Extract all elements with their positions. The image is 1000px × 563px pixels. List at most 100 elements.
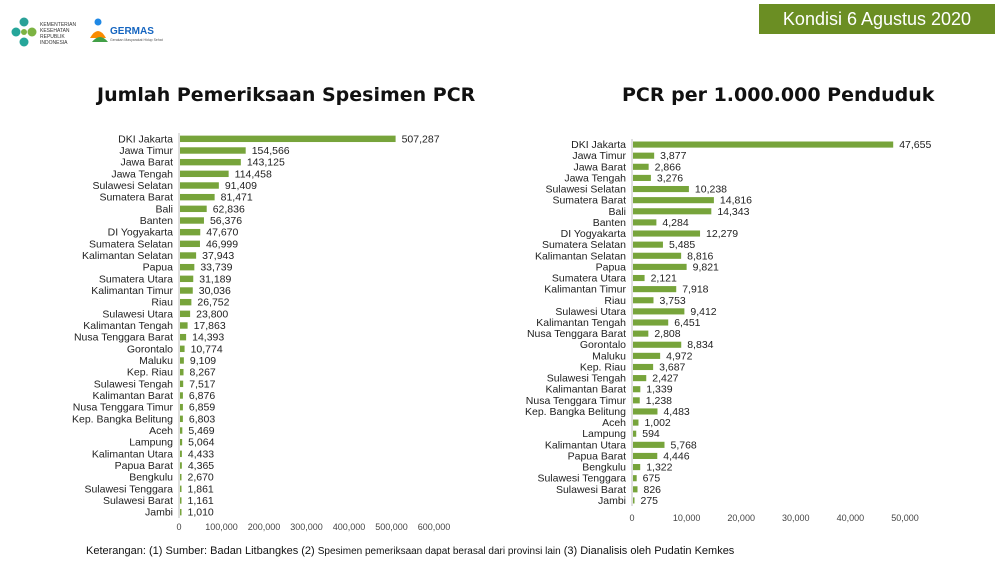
bar xyxy=(633,363,654,371)
bar xyxy=(633,497,635,504)
right-chart: DKI Jakarta 47,655 Jawa Timur 3,877 Jawa Bar… xyxy=(525,139,931,523)
category-label: Papua Barat xyxy=(568,450,626,462)
bar xyxy=(633,330,649,337)
x-tick-label: 20,000 xyxy=(727,513,755,523)
data-label: 14,343 xyxy=(717,206,749,218)
bar xyxy=(180,240,200,248)
bar xyxy=(180,170,229,178)
x-tick-label: 400,000 xyxy=(333,522,366,532)
bar xyxy=(180,392,183,399)
bar xyxy=(633,230,701,237)
data-label: 4,446 xyxy=(663,450,689,462)
data-label: 2,808 xyxy=(654,328,680,340)
bar xyxy=(180,228,201,236)
category-label: Kep. Riau xyxy=(127,367,173,379)
category-label: Jawa Tengah xyxy=(111,168,173,180)
category-label: Lampung xyxy=(129,437,173,449)
germas-text: GERMAS xyxy=(110,26,154,37)
data-label: 154,566 xyxy=(252,145,290,157)
bar xyxy=(633,263,687,270)
data-label: 1,322 xyxy=(646,462,672,474)
left-chart-title: Jumlah Pemeriksaan Spesimen PCR xyxy=(97,84,476,106)
date-badge: Kondisi 6 Agustus 2020 xyxy=(759,4,995,34)
category-label: Maluku xyxy=(139,355,173,367)
data-label: 2,427 xyxy=(652,373,678,385)
category-label: Papua xyxy=(596,261,627,273)
category-label: Aceh xyxy=(149,425,173,437)
data-label: 56,376 xyxy=(210,215,242,227)
bar xyxy=(180,368,184,376)
data-label: 1,161 xyxy=(188,495,214,507)
category-label: Kalimantan Barat xyxy=(545,384,626,396)
bar xyxy=(633,452,658,460)
bar xyxy=(180,158,241,166)
data-label: 675 xyxy=(643,473,661,485)
data-label: 9,109 xyxy=(190,355,216,367)
bar xyxy=(633,319,669,326)
bar xyxy=(180,438,183,446)
data-label: 4,365 xyxy=(188,460,214,472)
category-label: Sulawesi Tengah xyxy=(94,378,173,390)
bar xyxy=(180,252,197,259)
bar xyxy=(180,322,188,329)
category-label: Sulawesi Tenggara xyxy=(84,483,173,495)
category-label: Kalimantan Utara xyxy=(92,448,173,460)
bar xyxy=(180,415,183,423)
x-tick-label: 200,000 xyxy=(248,522,281,532)
data-label: 7,517 xyxy=(189,378,215,390)
category-label: Jambi xyxy=(145,507,173,519)
data-label: 1,238 xyxy=(646,395,672,407)
bar xyxy=(633,486,638,493)
data-label: 31,189 xyxy=(199,273,231,285)
category-label: Jawa Timur xyxy=(119,145,173,157)
bar xyxy=(180,263,195,271)
data-label: 5,768 xyxy=(670,439,696,451)
data-label: 4,433 xyxy=(188,448,214,460)
category-label: Banten xyxy=(140,215,173,227)
category-label: Papua Barat xyxy=(115,460,173,472)
category-label: Nusa Tenggara Barat xyxy=(74,332,173,344)
bar xyxy=(180,345,185,353)
category-label: Kalimantan Timur xyxy=(91,285,173,297)
bar xyxy=(180,205,207,213)
category-label: Riau xyxy=(604,295,626,307)
data-label: 4,483 xyxy=(663,406,689,418)
category-label: Nusa Tenggara Timur xyxy=(526,395,627,407)
data-label: 143,125 xyxy=(247,157,285,169)
data-label: 30,036 xyxy=(199,285,231,297)
bar xyxy=(633,419,639,426)
category-label: Kalimantan Barat xyxy=(92,390,173,402)
bar xyxy=(633,241,663,248)
category-label: Sumatera Selatan xyxy=(542,239,626,251)
bar xyxy=(633,163,649,170)
bar xyxy=(180,193,215,201)
category-label: Nusa Tenggara Barat xyxy=(527,328,626,340)
bar xyxy=(633,430,637,437)
category-label: Sumatera Selatan xyxy=(89,238,173,250)
data-label: 6,451 xyxy=(674,317,700,329)
data-label: 62,836 xyxy=(213,203,245,215)
bar xyxy=(633,341,682,348)
data-label: 8,834 xyxy=(687,339,713,351)
x-tick-label: 100,000 xyxy=(205,522,238,532)
category-label: Sulawesi Barat xyxy=(556,484,626,496)
category-label: Sumatera Utara xyxy=(552,273,626,285)
data-label: 6,859 xyxy=(189,402,215,414)
bar xyxy=(180,298,192,306)
data-label: 5,485 xyxy=(669,239,695,251)
x-tick-label: 300,000 xyxy=(290,522,323,532)
bar xyxy=(633,441,665,448)
bar xyxy=(633,185,689,193)
category-label: Jawa Barat xyxy=(573,161,626,173)
footnote-part3: (3) Dianalisis oleh Pudatin Kemkes xyxy=(560,545,735,557)
data-label: 1,861 xyxy=(188,483,214,495)
bar xyxy=(180,333,187,341)
data-label: 10,774 xyxy=(191,343,223,355)
category-label: Sulawesi Utara xyxy=(555,306,626,318)
category-label: Jawa Tengah xyxy=(564,172,626,184)
data-label: 47,655 xyxy=(899,139,931,151)
data-label: 594 xyxy=(642,428,660,440)
category-label: DI Yogyakarta xyxy=(108,227,174,239)
data-label: 3,753 xyxy=(659,295,685,307)
category-label: Bali xyxy=(155,203,173,215)
